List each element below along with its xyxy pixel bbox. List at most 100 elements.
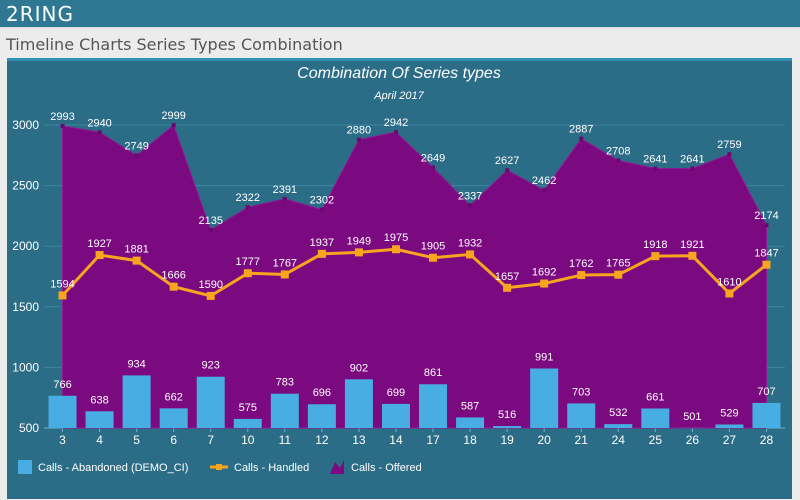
handled-value-label: 1921 [680,239,704,251]
x-tick-label: 11 [279,433,292,447]
x-tick-label: 13 [352,433,366,447]
offered-value-label: 2174 [754,210,778,222]
chart-subtitle: April 2017 [373,90,424,102]
legend-handled-marker [216,464,222,470]
handled-value-label: 1666 [161,270,185,282]
abandoned-bar [233,418,262,428]
offered-point [97,130,102,135]
handled-value-label: 1847 [754,248,778,260]
y-tick-label: 2500 [12,179,39,193]
handled-value-label: 1594 [50,278,74,290]
offered-value-label: 2641 [680,154,704,166]
offered-point [727,152,732,157]
handled-point [391,245,400,254]
offered-point [356,137,361,142]
handled-point [317,249,326,258]
abandoned-bar [159,408,188,428]
abandoned-value-label: 902 [350,362,368,374]
legend-handled-label[interactable]: Calls - Handled [234,462,309,474]
x-tick-label: 24 [612,433,626,447]
offered-value-label: 2462 [532,175,556,187]
offered-value-label: 2135 [198,215,222,227]
x-tick-label: 4 [96,433,103,447]
offered-value-label: 2880 [347,125,371,137]
offered-point [431,165,436,170]
handled-point [725,289,734,298]
offered-value-label: 2993 [50,111,74,123]
legend-abandoned-swatch [18,460,32,474]
handled-point [503,283,512,292]
abandoned-bar [530,368,559,428]
x-tick-label: 14 [389,433,403,447]
abandoned-bar [85,411,114,428]
offered-point [208,227,213,232]
offered-point [505,168,510,173]
abandoned-bar [493,426,522,428]
offered-area-series [60,123,769,429]
handled-point [280,270,289,279]
abandoned-bar [715,424,744,428]
y-tick-label: 1000 [12,360,39,374]
offered-value-label: 2940 [87,117,111,129]
offered-value-label: 2942 [384,117,408,129]
x-tick-label: 5 [133,433,140,447]
handled-value-label: 1765 [606,258,630,270]
offered-point [134,153,139,158]
x-tick-label: 12 [315,433,329,447]
x-tick-label: 26 [686,433,700,447]
offered-point [171,123,176,128]
handled-point [540,279,549,288]
chart-title: Combination Of Series types [297,65,501,82]
handled-value-label: 1657 [495,271,519,283]
abandoned-value-label: 587 [461,400,479,412]
x-tick-label: 6 [170,433,177,447]
offered-value-label: 2641 [643,154,667,166]
abandoned-bar [270,393,299,428]
handled-value-label: 1927 [87,238,111,250]
chart-legend: Calls - Abandoned (DEMO_CI) Calls - Hand… [18,460,422,474]
brand-logo: 2RING [6,2,74,26]
x-tick-label: 10 [241,433,255,447]
abandoned-value-label: 861 [424,367,442,379]
handled-point [95,251,104,260]
handled-point [466,250,475,259]
x-tick-label: 19 [500,433,514,447]
handled-point [58,291,67,300]
handled-value-label: 1762 [569,258,593,270]
handled-point [762,260,771,269]
offered-value-label: 2999 [161,110,185,122]
abandoned-bar [48,395,77,428]
abandoned-value-label: 532 [609,407,627,419]
handled-line-series [58,245,771,300]
legend-abandoned-label[interactable]: Calls - Abandoned (DEMO_CI) [38,462,188,474]
legend-offered-swatch [330,460,344,474]
offered-value-label: 2337 [458,190,482,202]
abandoned-bar [567,403,596,428]
offered-point [653,166,658,171]
abandoned-bar [344,379,373,428]
abandoned-bar [456,417,485,428]
handled-line [61,247,768,298]
abandoned-value-label: 516 [498,409,516,421]
abandoned-value-label: 766 [53,379,71,391]
abandoned-value-label: 529 [720,407,738,419]
offered-value-label: 2708 [606,145,630,157]
offered-value-label: 2391 [273,184,297,196]
abandoned-bar [641,408,670,428]
offered-value-label: 2302 [310,195,334,207]
handled-point [577,271,586,280]
abandoned-bar [196,376,225,428]
x-tick-label: 18 [463,433,477,447]
handled-point [429,253,438,262]
handled-point [243,269,252,278]
offered-point [764,223,769,228]
offered-value-label: 2749 [124,140,148,152]
handled-point [132,256,141,265]
handled-value-label: 1590 [198,279,222,291]
abandoned-value-label: 991 [535,351,553,363]
top-bar: 2RING [0,0,800,27]
handled-point [651,252,660,261]
legend-offered-label[interactable]: Calls - Offered [351,462,422,474]
offered-point [60,123,65,128]
abandoned-value-label: 661 [646,391,664,403]
